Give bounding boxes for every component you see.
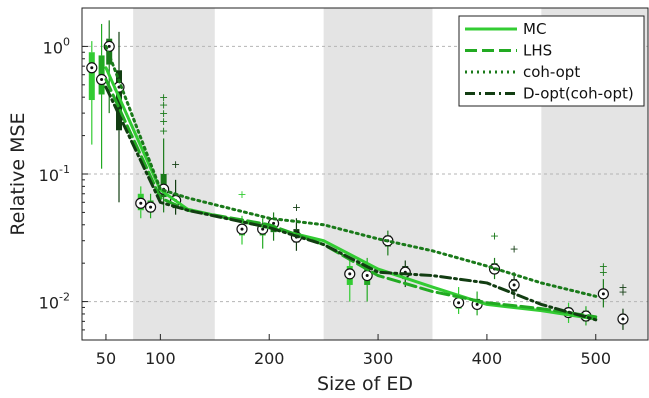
outlier-marker: + xyxy=(292,201,301,214)
series-line-mc xyxy=(104,66,598,321)
boxplot-median-dot xyxy=(457,301,461,305)
boxplot-8 xyxy=(236,215,248,245)
outlier-marker: + xyxy=(490,229,499,242)
legend-label-3: D-opt(coh-opt) xyxy=(523,85,634,103)
boxplot-13 xyxy=(361,257,373,302)
outlier-marker: + xyxy=(159,124,168,137)
legend-box xyxy=(458,15,645,107)
outlier-marker: + xyxy=(599,260,608,273)
boxplot-median-dot xyxy=(240,227,244,231)
y-axis-ticks: 100 10-1 10-2 xyxy=(39,7,88,341)
x-axis-ticks: 50 100 200 300 400 500 xyxy=(96,334,611,368)
x-axis-label: Size of ED xyxy=(317,373,413,395)
grid-lines xyxy=(82,45,648,303)
x-tick-label-5: 500 xyxy=(580,349,611,368)
boxplot-4 xyxy=(135,186,147,219)
outlier-marker: + xyxy=(171,158,180,171)
boxplot-box xyxy=(88,52,95,101)
legend-label-2: coh-opt xyxy=(523,63,580,81)
outlier-marker: + xyxy=(159,115,168,128)
legend-label-1: LHS xyxy=(523,42,552,60)
outlier-marker: + xyxy=(599,266,608,279)
boxplot-median-dot xyxy=(100,78,104,82)
boxplot-22 xyxy=(597,279,609,308)
outlier-marker: + xyxy=(237,188,246,201)
x-tick-label-3: 300 xyxy=(363,349,394,368)
boxplot-median-dot xyxy=(90,66,94,70)
boxplot-median-dot xyxy=(475,302,479,306)
boxplot-median-dot xyxy=(348,272,352,276)
legend: MC LHS coh-opt D-opt(coh-opt) xyxy=(458,15,645,107)
x-tick-label-1: 100 xyxy=(145,349,176,368)
boxplot-median-dot xyxy=(512,283,516,287)
x-tick-label-4: 400 xyxy=(472,349,503,368)
boxplot-16 xyxy=(453,287,465,314)
y-tick-label-0: 100 xyxy=(43,35,70,57)
boxplot-0 xyxy=(86,41,98,145)
outlier-marker: + xyxy=(510,243,519,256)
x-tick-label-2: 200 xyxy=(254,349,285,368)
outlier-marker: + xyxy=(159,99,168,112)
boxplot-median-dot xyxy=(107,44,111,48)
y-tick-label-1: 10-1 xyxy=(39,163,70,185)
boxplot-23 xyxy=(617,308,629,330)
outlier-marker: + xyxy=(159,107,168,120)
outlier-marker: + xyxy=(618,281,627,294)
boxplot-12 xyxy=(344,257,356,302)
series-lines xyxy=(104,44,598,322)
boxplot-median-dot xyxy=(139,201,143,205)
legend-label-0: MC xyxy=(523,20,546,38)
x-tick-label-0: 50 xyxy=(96,349,116,368)
boxplot-5 xyxy=(144,193,157,219)
boxplot-median-dot xyxy=(272,221,276,225)
boxplot-median-dot xyxy=(601,292,605,296)
y-axis-label: Relative MSE xyxy=(7,112,29,235)
series-line-d-opt-coh-opt- xyxy=(104,85,598,322)
boxplot-median-dot xyxy=(365,274,369,278)
outlier-marker: + xyxy=(159,91,168,104)
outlier-marker: + xyxy=(618,285,627,298)
boxplot-median-dot xyxy=(621,317,625,321)
boxplot-median-dot xyxy=(261,227,265,231)
series-line-coh-opt xyxy=(104,44,598,298)
boxplot-median-dot xyxy=(149,205,153,209)
y-tick-label-2: 10-2 xyxy=(39,291,70,313)
